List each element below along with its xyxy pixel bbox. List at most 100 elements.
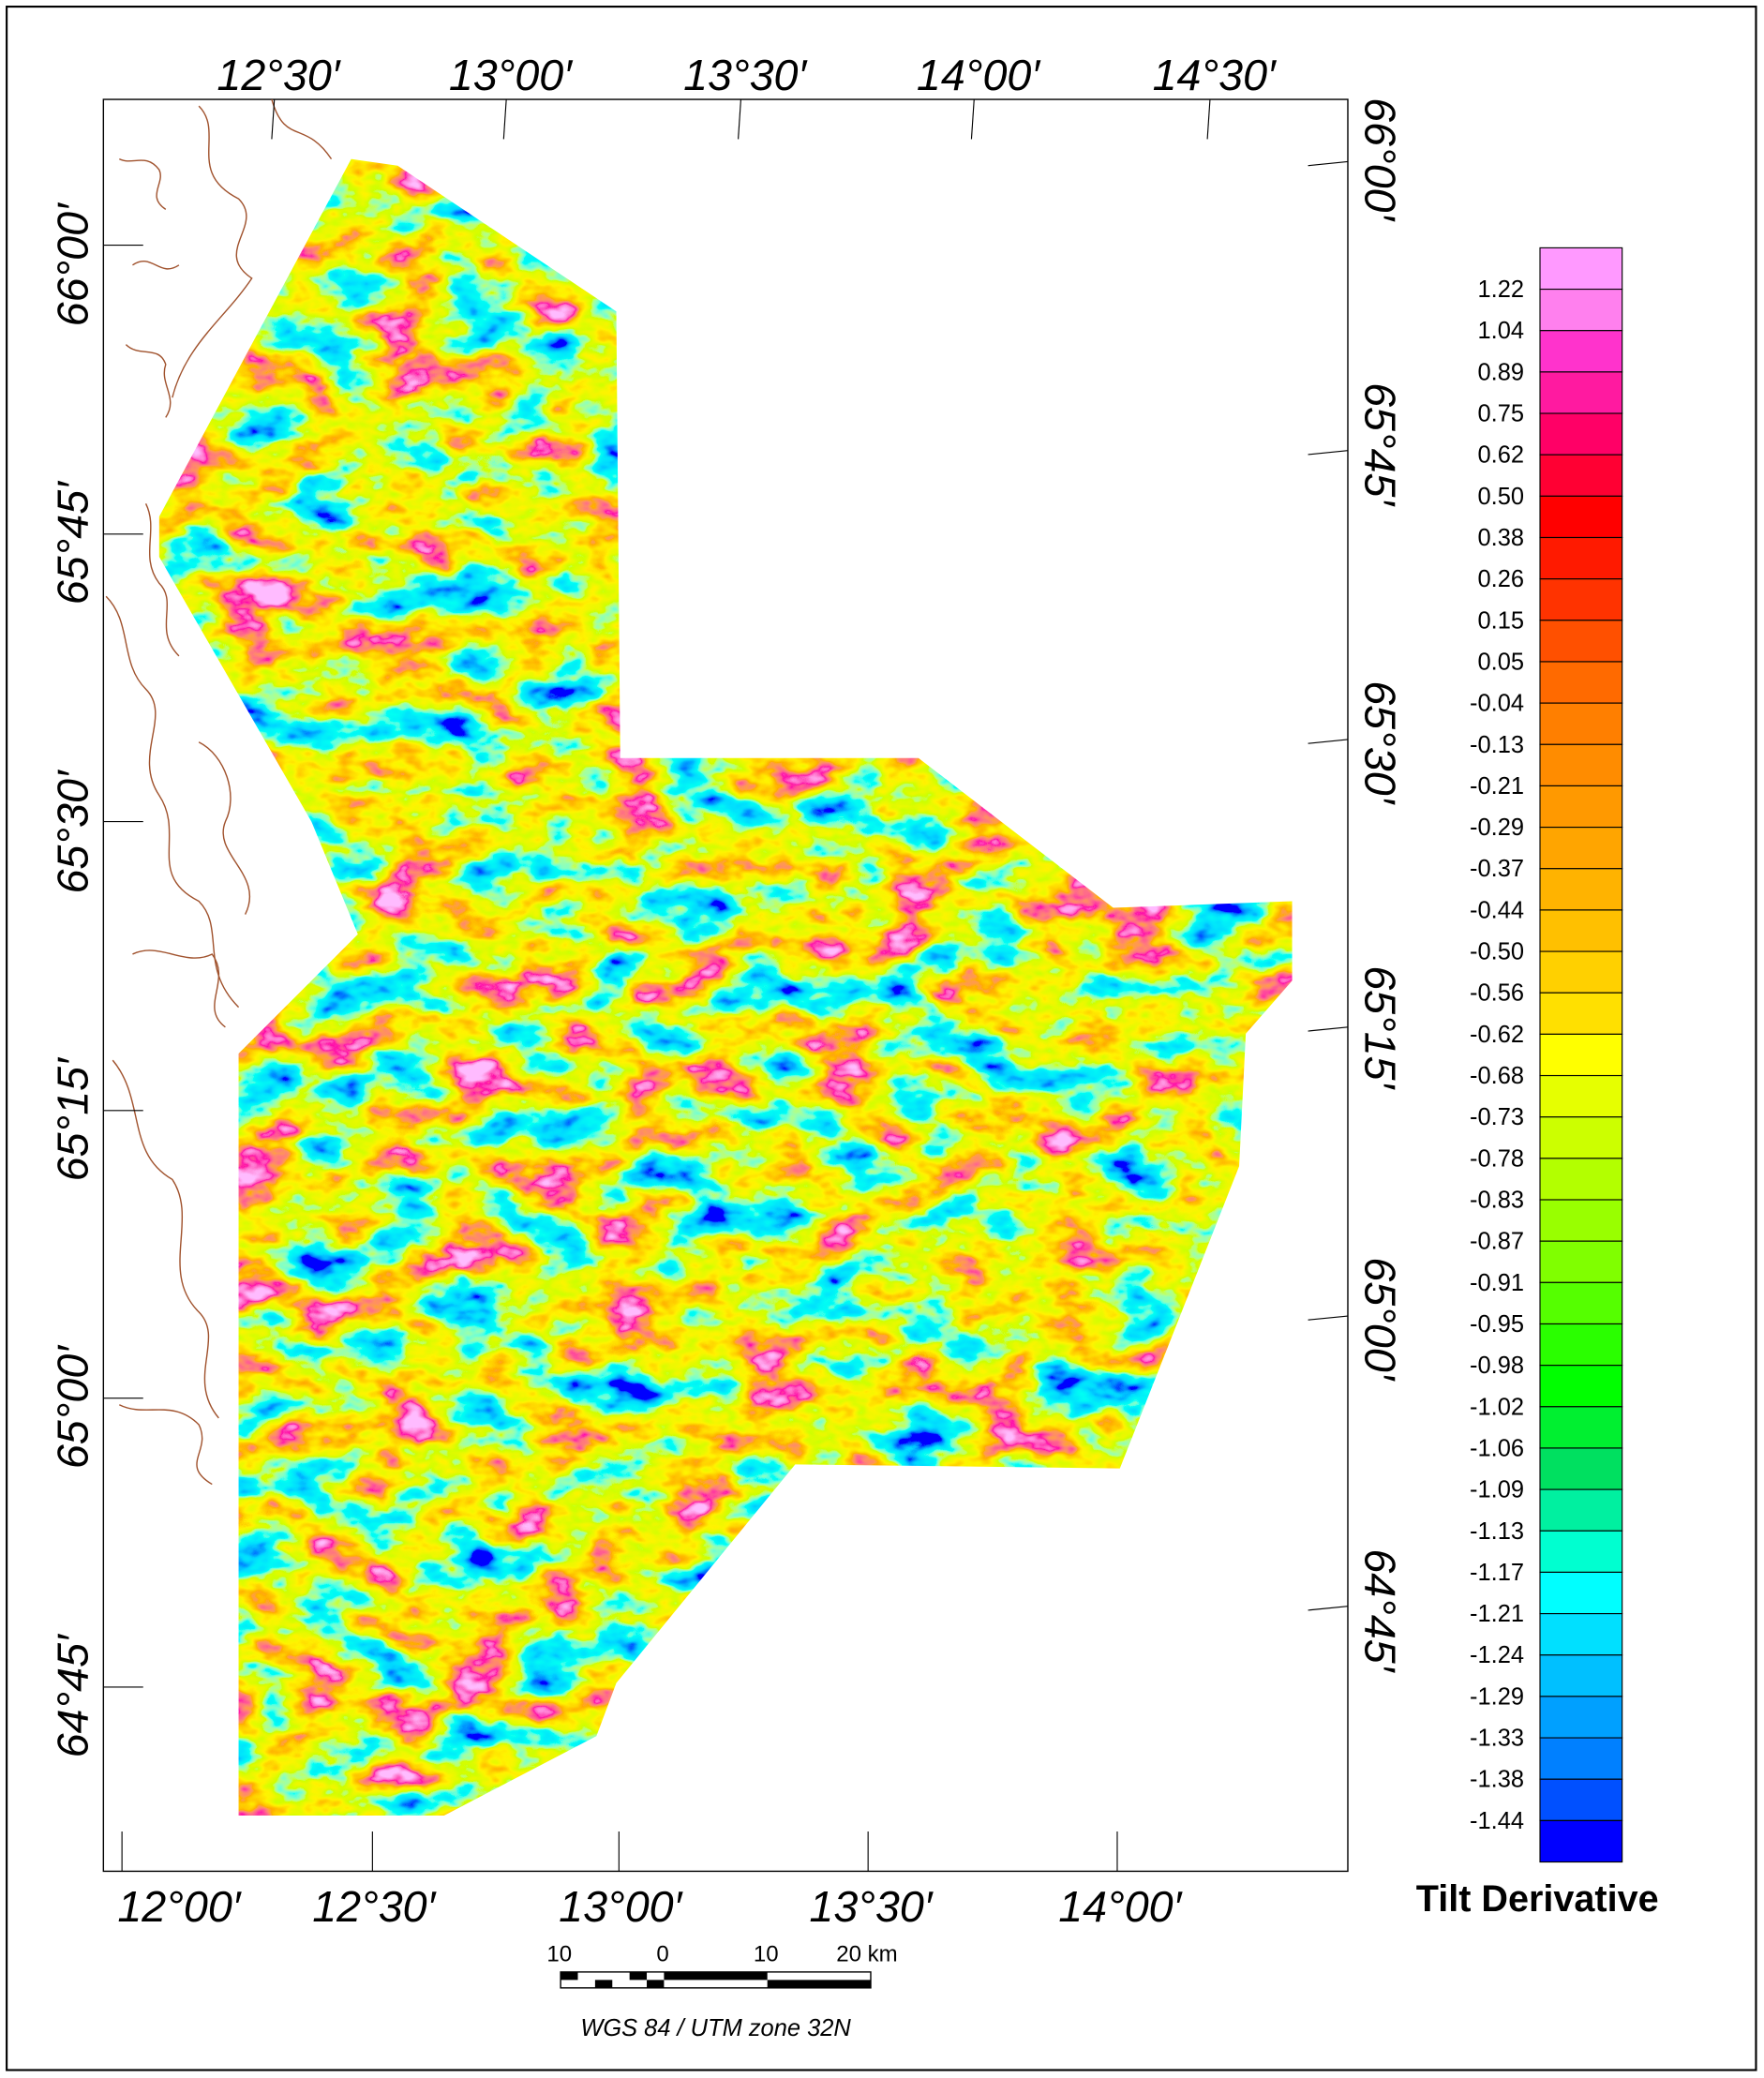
coordinate-labels: 12°30′ 13°00′ 13°30′ 14°00′ 14°30′ 12°00′ 12°3… [48, 51, 1404, 1931]
legend-swatch [1539, 1447, 1623, 1490]
legend-swatch [1539, 247, 1623, 291]
tick [1308, 1315, 1349, 1321]
legend-label: -1.24 [1470, 1642, 1524, 1668]
legend-swatch [1539, 743, 1623, 787]
tick [1308, 739, 1349, 744]
left-label: 65°30′ [48, 769, 97, 893]
bottom-label: 13°00′ [559, 1882, 683, 1931]
left-label: 65°45′ [48, 480, 97, 605]
legend-label: -1.09 [1470, 1477, 1524, 1503]
legend-label: 0.62 [1478, 442, 1525, 469]
legend-label: -1.21 [1470, 1601, 1524, 1627]
top-label: 14°00′ [917, 51, 1041, 99]
top-label: 13°00′ [449, 51, 574, 99]
legend-label: 0.05 [1478, 649, 1525, 675]
tick [271, 99, 276, 140]
right-label: 65°45′ [1355, 382, 1404, 507]
legend-label: -0.21 [1470, 773, 1524, 800]
scale-label: 10 [546, 1942, 572, 1967]
bottom-label: 12°00′ [117, 1882, 242, 1931]
scale-label: 20 km [836, 1942, 897, 1967]
bottom-label: 12°30′ [312, 1882, 437, 1931]
right-label: 65°15′ [1355, 965, 1404, 1090]
legend-swatch [1539, 1199, 1623, 1242]
legend-label: -1.33 [1470, 1726, 1524, 1752]
coast-line [105, 595, 240, 1009]
left-label: 66°00′ [48, 202, 97, 326]
legend: 1.22 1.04 0.89 0.75 0.62 0.50 0.38 0.26 0.15 0.05… [1416, 247, 1659, 1920]
legend-swatch [1539, 1074, 1623, 1118]
legend-swatch [1539, 1488, 1623, 1532]
legend-swatch [1539, 1406, 1623, 1449]
legend-label: 0.15 [1478, 607, 1525, 634]
legend-swatch [1539, 288, 1623, 332]
legend-title: Tilt Derivative [1416, 1878, 1659, 1920]
legend-swatch [1539, 1365, 1623, 1408]
legend-label: -1.17 [1470, 1560, 1524, 1586]
left-label: 64°45′ [48, 1633, 97, 1757]
legend-swatch [1539, 1240, 1623, 1283]
scale-bar [560, 1971, 872, 1989]
scale-block [767, 1980, 871, 1988]
legend-label: -0.62 [1470, 1022, 1524, 1048]
projection: WGS 84 / UTM zone 32N [580, 2015, 851, 2041]
tick [970, 99, 975, 140]
legend-label: -0.68 [1470, 1063, 1524, 1089]
legend-swatch [1539, 330, 1623, 373]
legend-swatch [1539, 1158, 1623, 1201]
coast-line [118, 158, 180, 418]
legend-swatch [1539, 1696, 1623, 1739]
legend-label: -0.50 [1470, 939, 1524, 965]
legend-label: -0.04 [1470, 691, 1524, 717]
scale-block [664, 1971, 768, 1981]
right-label: 66°00′ [1355, 97, 1404, 222]
coast-line [271, 98, 333, 160]
tick [1308, 1026, 1349, 1032]
coast-line [172, 105, 253, 398]
top-label: 13°30′ [683, 51, 808, 99]
legend-label: -0.37 [1470, 856, 1524, 882]
legend-swatch [1539, 1654, 1623, 1697]
legend-label: -0.95 [1470, 1311, 1524, 1338]
legend-swatch [1539, 1819, 1623, 1863]
graticule-ticks [103, 99, 1349, 1872]
right-label: 65°30′ [1355, 680, 1404, 805]
legend-label: -0.73 [1470, 1104, 1524, 1130]
legend-label: -1.06 [1470, 1435, 1524, 1461]
coast-line [132, 741, 251, 1028]
scale-block [561, 1971, 578, 1981]
tick [1308, 1606, 1349, 1611]
legend-swatch [1539, 1737, 1623, 1780]
legend-label: -0.29 [1470, 815, 1524, 841]
tick [502, 99, 507, 140]
legend-swatch [1539, 454, 1623, 497]
legend-label: -0.91 [1470, 1270, 1524, 1296]
tick [1308, 160, 1349, 167]
legend-swatch [1539, 620, 1623, 663]
legend-swatch [1539, 661, 1623, 704]
left-label: 65°00′ [48, 1344, 97, 1469]
legend-swatch [1539, 909, 1623, 952]
scale-block [594, 1980, 613, 1988]
legend-label: -0.87 [1470, 1229, 1524, 1255]
legend-label: -0.98 [1470, 1353, 1524, 1379]
top-label: 14°30′ [1153, 51, 1278, 99]
top-label: 12°30′ [217, 51, 341, 99]
legend-label: 0.38 [1478, 525, 1525, 551]
legend-swatch [1539, 868, 1623, 911]
legend-swatch [1539, 1613, 1623, 1656]
legend-swatch [1539, 1778, 1623, 1821]
legend-label: 0.50 [1478, 484, 1525, 510]
scale-block [647, 1980, 665, 1988]
bottom-label: 13°30′ [809, 1882, 934, 1931]
legend-label: 1.22 [1478, 277, 1525, 303]
legend-label: -1.38 [1470, 1767, 1524, 1793]
legend-label: -1.02 [1470, 1394, 1524, 1420]
legend-label: -0.78 [1470, 1145, 1524, 1172]
legend-label: 0.75 [1478, 401, 1525, 427]
legend-label: 0.89 [1478, 359, 1525, 385]
bottom-label: 14°00′ [1058, 1882, 1183, 1931]
outer-border [6, 6, 1757, 2071]
legend-swatch [1539, 1116, 1623, 1159]
